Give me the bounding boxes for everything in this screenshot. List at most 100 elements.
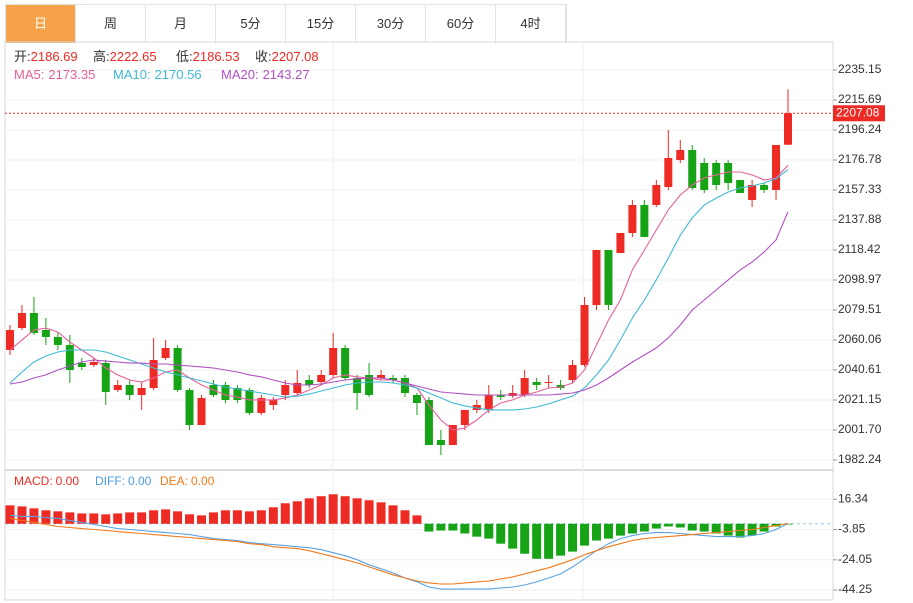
ohlc-info: 高:2222.65: [93, 49, 157, 64]
candle-body: [365, 374, 374, 395]
period-tabs: 日周月 5分 15分 30分 60分 4时: [5, 4, 567, 43]
candle-body: [640, 204, 649, 237]
period-tab[interactable]: 30分: [356, 5, 426, 43]
ohlc-value: 2186.69: [31, 49, 78, 64]
ohlc-label: 低:: [176, 49, 193, 64]
macd-bar: [280, 503, 290, 524]
indicator-line: [9, 211, 789, 396]
macd-bar: [711, 523, 721, 534]
macd-bar: [400, 510, 410, 524]
macd-bar: [137, 512, 147, 524]
macd-bar: [508, 523, 518, 549]
candle-body: [389, 377, 398, 380]
period-tab[interactable]: 15分: [286, 5, 356, 43]
candle-body: [544, 381, 553, 383]
legend-value: 2170.56: [155, 67, 202, 82]
macd-bar: [53, 511, 63, 524]
candle-body: [257, 397, 266, 413]
macd-bar: [316, 496, 326, 524]
macd-bar: [197, 515, 207, 524]
y-tick-label: 2157.33: [838, 182, 882, 196]
candle-body: [269, 399, 278, 405]
y-tick-label: 2215.69: [838, 92, 882, 106]
candle-body: [293, 382, 302, 393]
candle-body: [616, 232, 625, 253]
period-tab[interactable]: 周: [76, 5, 146, 43]
macd-bar: [783, 523, 793, 525]
ohlc-value: 2222.65: [110, 49, 157, 64]
candle-body: [29, 312, 38, 333]
candle-body: [77, 362, 86, 367]
macd-bar: [675, 523, 685, 528]
candle-body: [341, 347, 350, 378]
macd-bar: [268, 507, 278, 524]
period-tab[interactable]: 日: [6, 5, 76, 43]
candle-body: [305, 379, 314, 385]
candle-body: [89, 361, 98, 365]
macd-bar: [699, 523, 709, 532]
macd-bar: [220, 510, 230, 524]
macd-bar: [113, 513, 123, 524]
period-tab[interactable]: 4时: [496, 5, 566, 43]
y-tick-label: 2040.61: [838, 362, 882, 376]
indicator-info: MACD: 0.00: [14, 474, 79, 488]
macd-bar: [364, 500, 374, 524]
macd-bar: [460, 523, 470, 534]
macd-bar: [663, 523, 673, 527]
macd-bar: [173, 511, 183, 524]
period-tab[interactable]: 月: [146, 5, 216, 43]
macd-bar: [388, 505, 398, 524]
y-tick-label: 2118.42: [838, 242, 881, 256]
candle-body: [281, 384, 290, 395]
y-tick-label: 1982.24: [838, 452, 882, 466]
candle-body: [628, 204, 637, 233]
indicator-name: DIFF:: [95, 474, 125, 488]
candle-body: [17, 312, 26, 328]
ohlc-label: 收:: [255, 49, 272, 64]
candle-body: [41, 329, 50, 337]
legend-entry: MA20: 2143.27: [221, 67, 310, 82]
macd-bar: [532, 523, 542, 559]
macd-bar: [17, 506, 27, 524]
legend-entry: MA5: 2173.35: [14, 67, 95, 82]
macd-bar: [161, 509, 171, 524]
legend-label: MA20:: [221, 67, 259, 82]
indicator-value: 0.00: [191, 474, 215, 488]
macd-bar: [603, 523, 613, 539]
indicator-line: [9, 517, 789, 585]
macd-bar: [125, 512, 135, 524]
candle-body: [460, 409, 469, 425]
candle-body: [173, 347, 182, 390]
macd-bar: [651, 523, 661, 529]
candle-body: [221, 384, 230, 400]
candle-body: [664, 157, 673, 187]
period-tab[interactable]: 5分: [216, 5, 286, 43]
macd-bar: [208, 512, 218, 524]
period-tab[interactable]: 60分: [426, 5, 496, 43]
ohlc-info: 收:2207.08: [255, 49, 319, 64]
candle-body: [760, 184, 769, 190]
ohlc-value: 2186.53: [193, 49, 240, 64]
indicator-info: DEA: 0.00: [160, 474, 215, 488]
candle-body: [496, 394, 505, 397]
macd-bar: [627, 523, 637, 534]
candle-body: [233, 387, 242, 400]
macd-bar: [149, 510, 159, 524]
candle-body: [197, 397, 206, 425]
candle-body: [592, 249, 601, 305]
candle-body: [329, 347, 338, 375]
macd-bar: [77, 513, 87, 524]
ohlc-info: 低:2186.53: [176, 49, 240, 64]
macd-bar: [376, 502, 386, 524]
ohlc-value: 2207.08: [272, 49, 319, 64]
ohlc-label: 高:: [93, 49, 110, 64]
macd-bar: [101, 514, 111, 524]
candle-body: [161, 347, 170, 358]
candle-body: [652, 184, 661, 205]
macd-bar: [185, 514, 195, 524]
y-tick-label: -3.85: [838, 522, 866, 536]
macd-bar: [615, 523, 625, 536]
indicator-name: DEA:: [160, 474, 188, 488]
macd-bar: [232, 510, 242, 524]
